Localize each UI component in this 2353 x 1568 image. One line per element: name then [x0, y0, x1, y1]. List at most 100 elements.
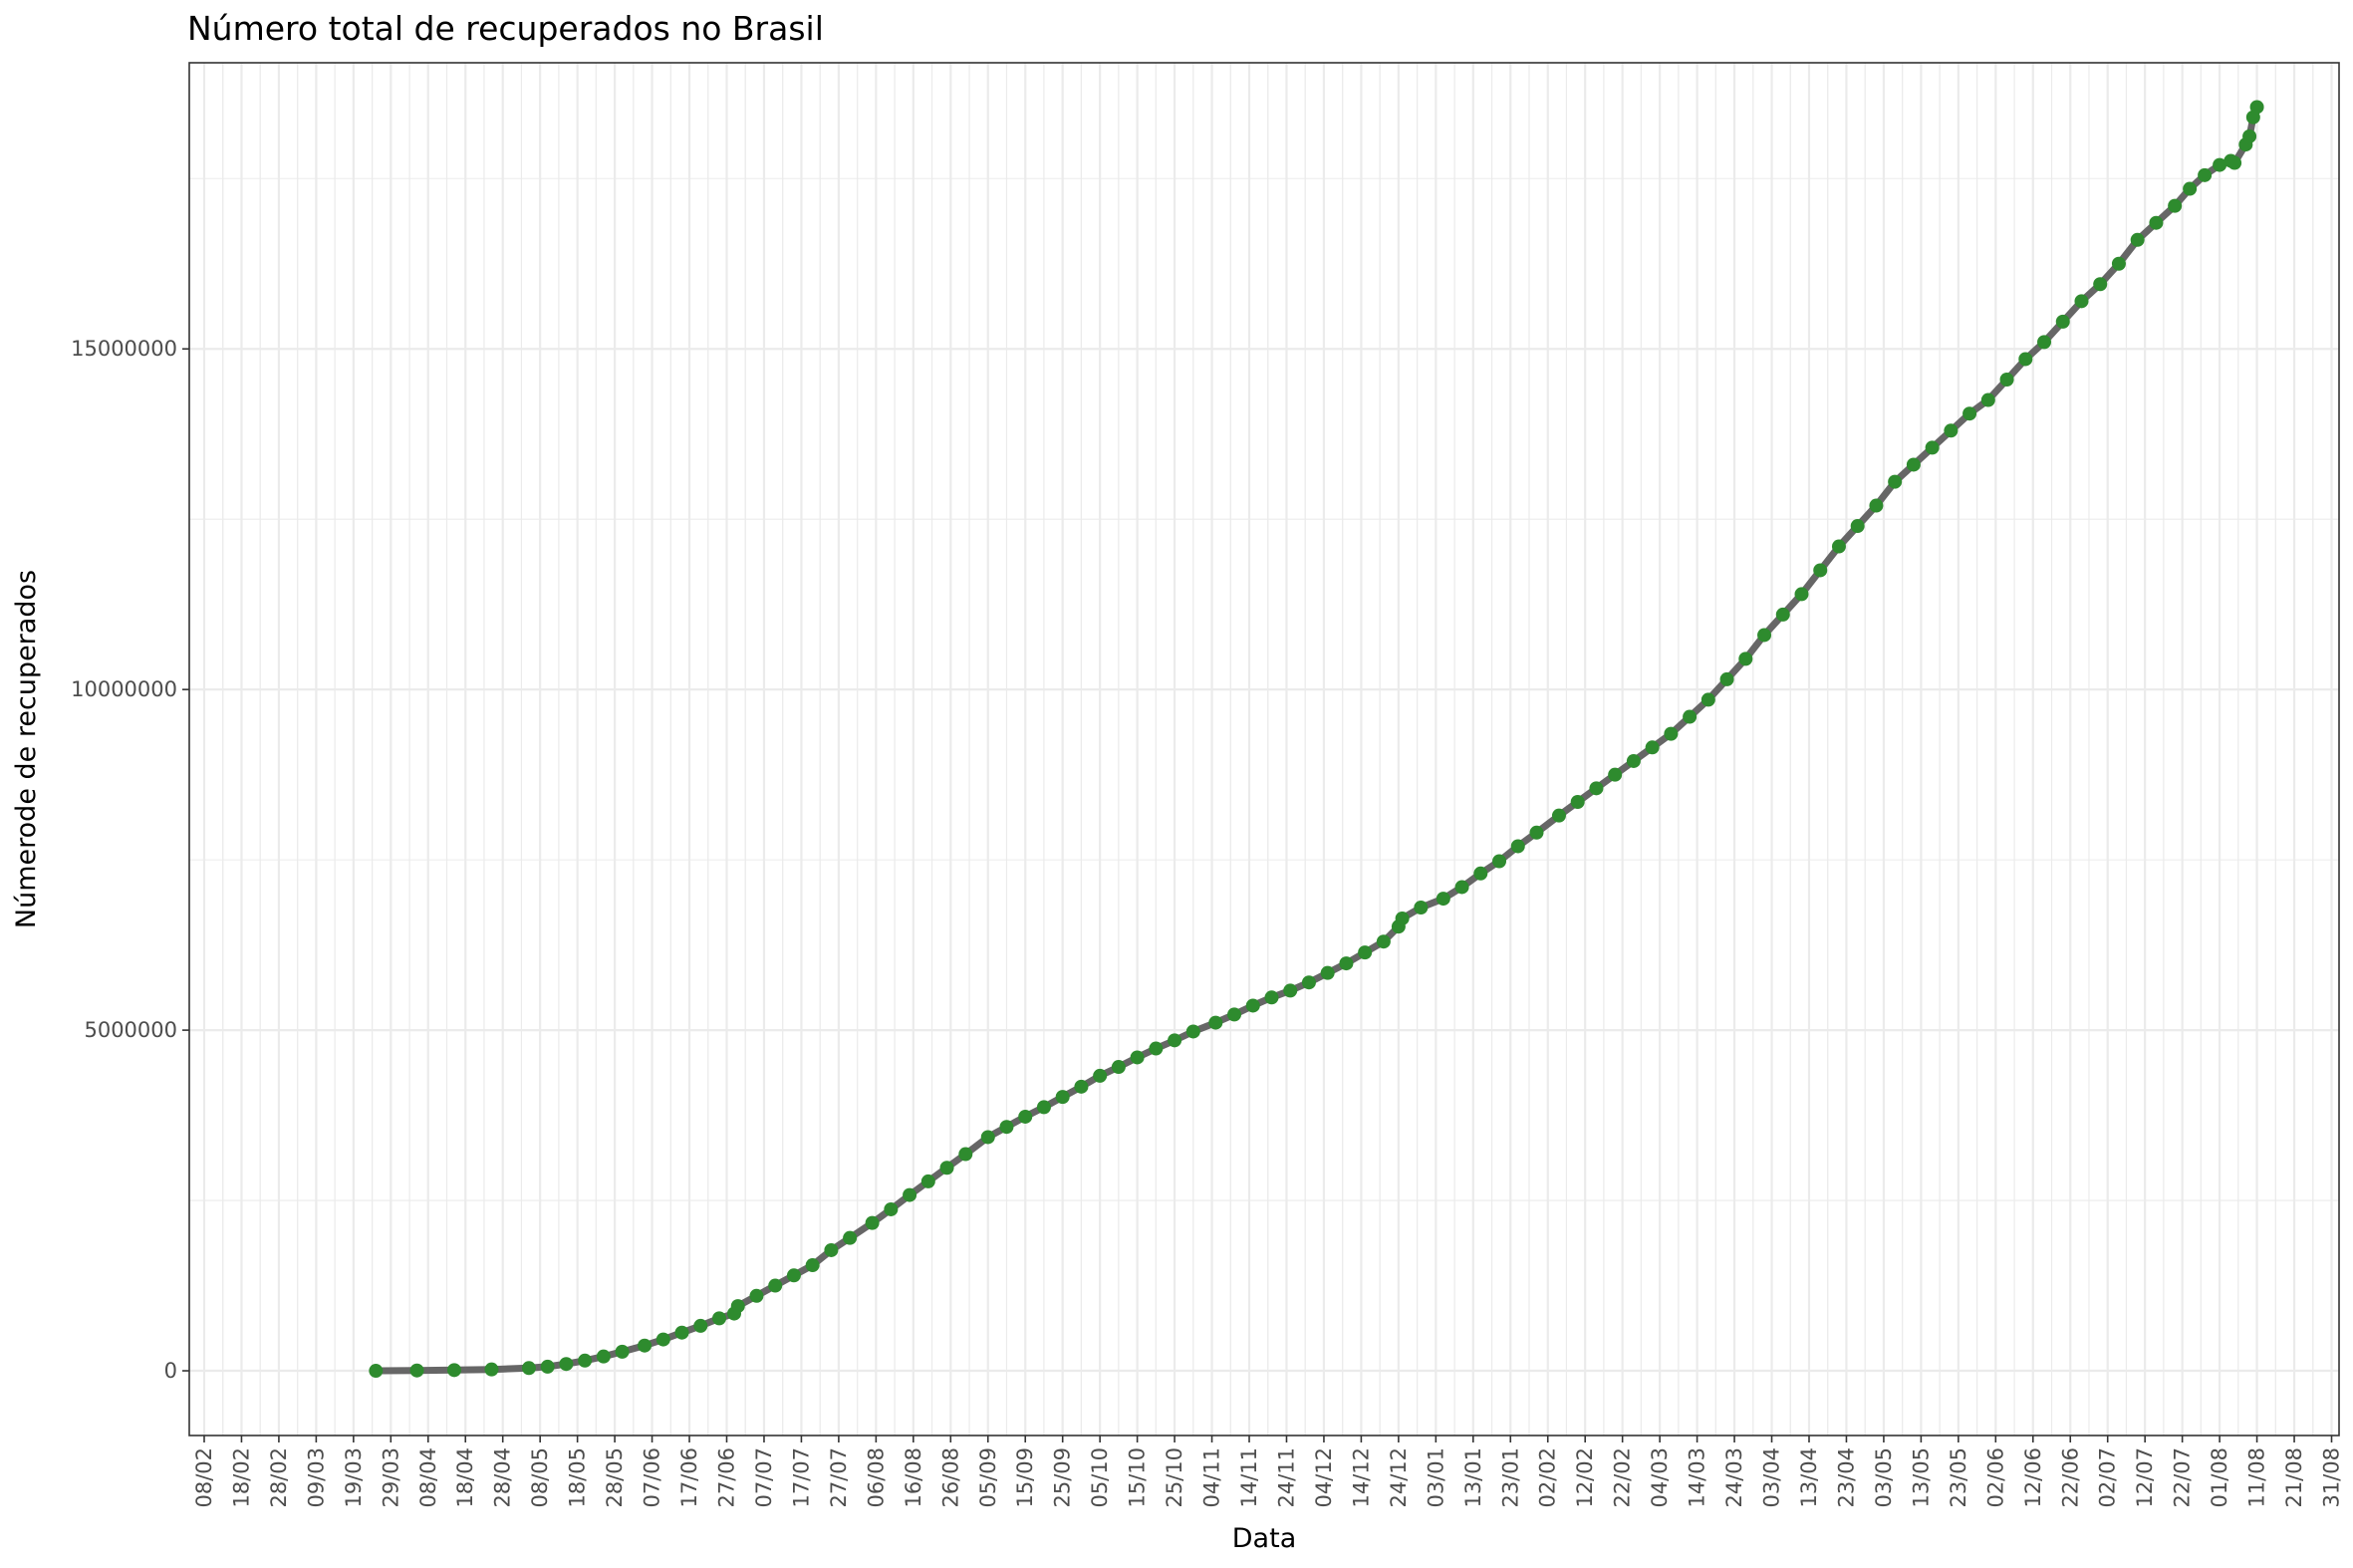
- data-point: [1608, 767, 1623, 782]
- x-tick-label: 05/10: [1088, 1447, 1112, 1508]
- data-point: [1626, 753, 1641, 768]
- x-tick-label: 27/06: [715, 1447, 739, 1508]
- x-tick-label: 12/06: [2021, 1447, 2045, 1508]
- data-point: [2018, 352, 2033, 367]
- data-point: [1283, 983, 1298, 998]
- data-point: [2130, 232, 2145, 247]
- data-point: [693, 1318, 708, 1333]
- data-point: [2055, 314, 2070, 329]
- data-point: [1074, 1079, 1089, 1094]
- y-tick-label: 0: [164, 1359, 177, 1383]
- x-tick-label: 09/03: [304, 1447, 328, 1508]
- data-point: [1906, 457, 1921, 472]
- data-point: [1227, 1007, 1242, 1022]
- data-point: [939, 1161, 954, 1176]
- data-point: [409, 1363, 424, 1378]
- x-tick-label: 24/11: [1274, 1447, 1298, 1508]
- data-point: [824, 1242, 839, 1257]
- x-tick-label: 18/04: [453, 1447, 477, 1508]
- data-point: [1738, 652, 1753, 666]
- x-tick-label: 11/08: [2245, 1447, 2269, 1508]
- data-point: [786, 1268, 801, 1283]
- y-axis-title: Númerode de recuperados: [11, 570, 42, 928]
- data-point: [2093, 277, 2108, 292]
- data-point: [1055, 1090, 1070, 1105]
- data-point: [1999, 373, 2014, 387]
- data-point: [2242, 129, 2257, 143]
- data-point: [1414, 901, 1429, 915]
- x-tick-label: 03/04: [1760, 1447, 1784, 1508]
- x-tick-label: 13/01: [1461, 1447, 1485, 1508]
- data-point: [1529, 825, 1544, 840]
- data-point: [712, 1311, 727, 1326]
- panel-border: [188, 62, 2340, 1437]
- data-point: [1962, 406, 1977, 421]
- data-point: [2198, 167, 2213, 182]
- x-tick-label: 25/10: [1163, 1447, 1186, 1508]
- x-tick-label: 22/02: [1611, 1447, 1635, 1508]
- data-point: [1589, 781, 1604, 796]
- data-point: [1719, 671, 1734, 686]
- data-point: [2213, 157, 2227, 172]
- x-tick-label: 14/11: [1237, 1447, 1261, 1508]
- data-point: [1436, 892, 1450, 907]
- x-tick-label: 24/12: [1387, 1447, 1411, 1508]
- data-point: [559, 1357, 574, 1372]
- x-tick-label: 23/05: [1947, 1447, 1970, 1508]
- x-tick-label: 12/02: [1573, 1447, 1597, 1508]
- y-tick-label: 15000000: [71, 337, 177, 361]
- data-point: [1320, 965, 1335, 980]
- data-point: [638, 1338, 653, 1353]
- data-point: [1245, 998, 1260, 1013]
- x-tick-label: 19/03: [342, 1447, 366, 1508]
- data-point: [1980, 392, 1995, 407]
- x-tick-label: 05/09: [976, 1447, 1000, 1508]
- data-point: [655, 1332, 670, 1347]
- data-point: [1339, 956, 1354, 971]
- data-point: [521, 1361, 536, 1376]
- data-point: [2111, 256, 2126, 271]
- data-point: [980, 1130, 995, 1145]
- x-tick-label: 17/07: [789, 1447, 813, 1508]
- data-point: [674, 1325, 689, 1340]
- data-point: [1454, 880, 1469, 895]
- data-point: [1664, 726, 1679, 741]
- x-tick-label: 15/09: [1013, 1447, 1037, 1508]
- data-point: [730, 1299, 745, 1314]
- x-tick-label: 14/03: [1686, 1447, 1709, 1508]
- data-point: [615, 1344, 630, 1359]
- data-point: [999, 1120, 1014, 1135]
- data-point: [1149, 1041, 1164, 1056]
- x-tick-label: 27/07: [827, 1447, 851, 1508]
- data-point: [578, 1353, 593, 1368]
- data-point: [1570, 795, 1585, 809]
- data-point: [1813, 563, 1828, 578]
- data-point: [1264, 990, 1279, 1005]
- data-point: [903, 1187, 917, 1202]
- data-point: [1018, 1109, 1033, 1124]
- x-tick-label: 21/08: [2282, 1447, 2306, 1508]
- x-tick-label: 02/02: [1536, 1447, 1560, 1508]
- x-tick-label: 04/03: [1648, 1447, 1672, 1508]
- data-point: [1376, 934, 1391, 949]
- data-point: [1831, 539, 1846, 554]
- x-tick-label: 17/06: [677, 1447, 701, 1508]
- x-tick-label: 03/05: [1872, 1447, 1896, 1508]
- x-tick-label: 13/05: [1909, 1447, 1933, 1508]
- data-point: [2037, 335, 2052, 350]
- x-tick-label: 02/06: [1983, 1447, 2007, 1508]
- x-tick-label: 22/06: [2058, 1447, 2082, 1508]
- x-tick-label: 08/02: [192, 1447, 216, 1508]
- x-tick-label: 31/08: [2320, 1447, 2344, 1508]
- x-axis-title: Data: [1232, 1523, 1296, 1554]
- data-point: [1185, 1024, 1200, 1039]
- x-tick-label: 18/02: [229, 1447, 253, 1508]
- data-point: [1036, 1100, 1051, 1115]
- data-point: [1775, 607, 1790, 622]
- y-tick-label: 10000000: [71, 677, 177, 701]
- x-tick-label: 12/07: [2133, 1447, 2157, 1508]
- data-point: [2227, 155, 2242, 170]
- chart-title: Número total de recuperados no Brasil: [187, 9, 824, 48]
- x-tick-label: 29/03: [379, 1447, 402, 1508]
- data-point: [596, 1349, 611, 1364]
